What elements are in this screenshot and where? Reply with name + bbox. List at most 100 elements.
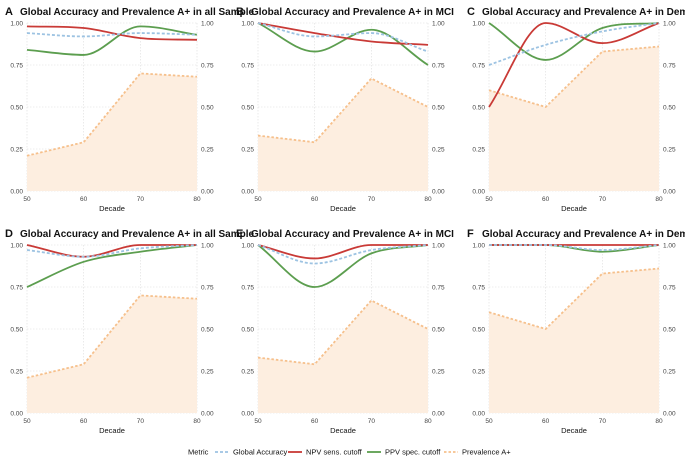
- y-tick-label-right: 0.50: [201, 327, 214, 334]
- y-tick-label-right: 0.00: [201, 189, 214, 196]
- y-tick-label-left: 0.50: [241, 105, 254, 112]
- x-tick-label: 60: [80, 196, 88, 203]
- ppv-line: [26, 244, 198, 288]
- x-tick-label: 60: [311, 418, 319, 425]
- prevalence-line: [488, 267, 660, 331]
- y-tick-label-left: 1.00: [241, 243, 254, 250]
- ppv-line: [488, 22, 660, 61]
- y-tick-label-left: 0.50: [472, 105, 485, 112]
- y-tick-label-right: 0.50: [201, 105, 214, 112]
- panel-letter: A: [5, 6, 13, 18]
- x-tick-label: 70: [368, 196, 376, 203]
- ppv-line: [26, 25, 198, 56]
- x-axis-label: Decade: [99, 426, 125, 435]
- y-tick-label-right: 0.25: [201, 147, 214, 154]
- y-tick-label-left: 0.25: [241, 147, 254, 154]
- x-tick-label: 50: [485, 196, 493, 203]
- y-tick-label-right: 0.75: [201, 285, 214, 292]
- prevalence-area: [27, 73, 197, 191]
- prevalence-area: [27, 295, 197, 413]
- y-tick-label-left: 0.25: [10, 147, 23, 154]
- y-tick-label-right: 0.50: [663, 327, 676, 334]
- y-tick-label-left: 0.25: [241, 369, 254, 376]
- y-tick-label-right: 0.25: [432, 369, 445, 376]
- y-tick-label-left: 1.00: [472, 21, 485, 28]
- panel-letter: D: [5, 228, 13, 240]
- y-tick-label-left: 0.50: [10, 327, 23, 334]
- y-tick-label-right: 0.25: [201, 369, 214, 376]
- y-tick-label-left: 0.50: [472, 327, 485, 334]
- y-tick-label-right: 0.00: [201, 411, 214, 418]
- prevalence-line: [488, 45, 660, 109]
- accuracy-line: [489, 244, 660, 251]
- panels-layer: A Global Accuracy and Prevalence A+ in al…: [5, 6, 685, 435]
- y-tick-label-left: 0.00: [472, 411, 485, 418]
- legend-title: Metric: [188, 448, 209, 457]
- y-tick-label-left: 0.00: [10, 411, 23, 418]
- y-tick-label-right: 0.50: [663, 105, 676, 112]
- y-tick-label-right: 1.00: [201, 243, 214, 250]
- x-tick-label: 70: [599, 196, 607, 203]
- x-tick-label: 60: [311, 196, 319, 203]
- x-tick-label: 50: [23, 418, 31, 425]
- x-axis-label: Decade: [561, 426, 587, 435]
- panel-title: Global Accuracy and Prevalence A+ in MCI: [251, 7, 454, 18]
- y-tick-label-left: 0.50: [241, 327, 254, 334]
- legend-label-npv: NPV sens. cutoff: [306, 448, 363, 457]
- x-tick-label: 50: [485, 418, 493, 425]
- y-tick-label-right: 0.75: [432, 63, 445, 70]
- panel-e: E Global Accuracy and Prevalence A+ in MC…: [236, 228, 454, 435]
- panel-f: F Global Accuracy and Prevalence A+ in De…: [467, 228, 685, 435]
- y-tick-label-left: 0.75: [472, 63, 485, 70]
- npv-line: [26, 244, 197, 258]
- prevalence-area: [258, 300, 428, 413]
- y-tick-label-right: 0.00: [663, 411, 676, 418]
- x-tick-label: 60: [542, 196, 550, 203]
- panel-title: Global Accuracy and Prevalence A+ in Dem…: [482, 7, 685, 18]
- x-axis-label: Decade: [99, 204, 125, 213]
- prevalence-area: [489, 268, 659, 413]
- prevalence-line: [257, 77, 429, 144]
- y-tick-label-left: 0.00: [241, 411, 254, 418]
- y-tick-label-left: 0.50: [10, 105, 23, 112]
- npv-line: [257, 22, 429, 46]
- panel-title: Global Accuracy and Prevalence A+ in MCI: [251, 229, 454, 240]
- panel-letter: C: [467, 6, 475, 18]
- y-tick-label-right: 1.00: [432, 21, 445, 28]
- panel-title: Global Accuracy and Prevalence A+ in Dem…: [482, 229, 685, 240]
- accuracy-line: [26, 244, 198, 258]
- legend-label-prevalence: Prevalence A+: [462, 448, 511, 457]
- npv-line: [26, 25, 198, 41]
- y-tick-label-left: 0.00: [472, 189, 485, 196]
- npv-line: [257, 244, 428, 260]
- npv-line: [488, 22, 660, 108]
- x-tick-label: 50: [23, 196, 31, 203]
- x-tick-label: 70: [368, 418, 376, 425]
- x-tick-label: 80: [193, 196, 201, 203]
- y-tick-label-left: 1.00: [241, 21, 254, 28]
- x-tick-label: 50: [254, 418, 262, 425]
- x-tick-label: 60: [80, 418, 88, 425]
- y-tick-label-left: 1.00: [472, 243, 485, 250]
- x-axis-label: Decade: [330, 426, 356, 435]
- panel-title: Global Accuracy and Prevalence A+ in all…: [20, 229, 255, 240]
- legend-label-ppv: PPV spec. cutoff: [385, 448, 441, 457]
- y-tick-label-left: 0.75: [10, 285, 23, 292]
- y-tick-label-right: 1.00: [201, 21, 214, 28]
- x-tick-label: 60: [542, 418, 550, 425]
- y-tick-label-left: 0.75: [472, 285, 485, 292]
- y-tick-label-left: 0.75: [10, 63, 23, 70]
- prevalence-area: [258, 78, 428, 191]
- accuracy-line: [257, 244, 429, 265]
- accuracy-line: [488, 22, 660, 66]
- legend: Metric Global Accuracy NPV sens. cutoff PPV…: [188, 448, 511, 457]
- prevalence-line: [26, 294, 198, 379]
- x-axis-label: Decade: [330, 204, 356, 213]
- y-tick-label-left: 0.00: [241, 189, 254, 196]
- prevalence-area: [489, 46, 659, 191]
- x-tick-label: 70: [137, 418, 145, 425]
- y-tick-label-right: 1.00: [663, 21, 676, 28]
- y-tick-label-right: 0.00: [663, 189, 676, 196]
- panel-b: B Global Accuracy and Prevalence A+ in MC…: [236, 6, 454, 213]
